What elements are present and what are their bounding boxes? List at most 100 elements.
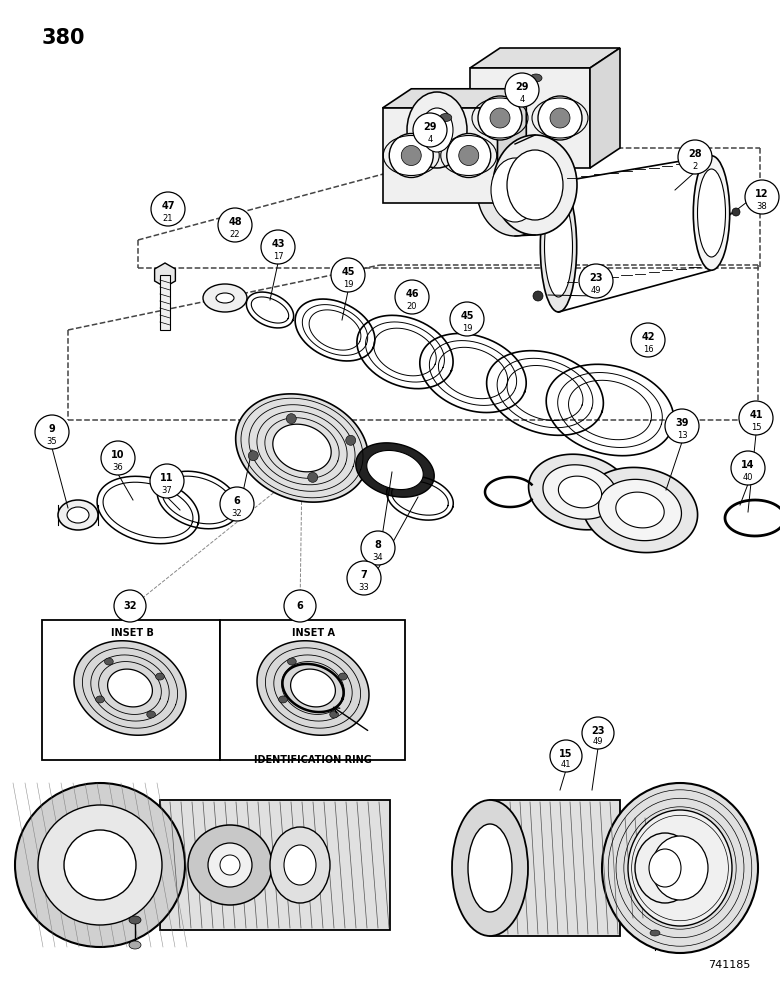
Text: 32: 32 bbox=[232, 509, 243, 518]
Circle shape bbox=[731, 451, 765, 485]
Bar bbox=[160, 275, 170, 330]
Ellipse shape bbox=[478, 96, 522, 140]
Text: 47: 47 bbox=[161, 201, 175, 211]
Ellipse shape bbox=[389, 133, 433, 178]
Circle shape bbox=[347, 561, 381, 595]
Ellipse shape bbox=[635, 833, 695, 903]
Ellipse shape bbox=[538, 96, 582, 140]
Text: 6: 6 bbox=[296, 601, 303, 611]
Polygon shape bbox=[356, 443, 434, 497]
Ellipse shape bbox=[286, 414, 296, 424]
Text: 2: 2 bbox=[693, 162, 697, 171]
Text: 43: 43 bbox=[271, 239, 285, 249]
Ellipse shape bbox=[188, 825, 272, 905]
Text: 41: 41 bbox=[750, 410, 763, 420]
Text: 9: 9 bbox=[48, 424, 55, 434]
Text: 36: 36 bbox=[112, 463, 123, 472]
Ellipse shape bbox=[401, 145, 421, 165]
Ellipse shape bbox=[15, 783, 185, 947]
Ellipse shape bbox=[490, 108, 510, 128]
Circle shape bbox=[631, 323, 665, 357]
Ellipse shape bbox=[288, 658, 296, 665]
Polygon shape bbox=[291, 669, 335, 707]
Ellipse shape bbox=[96, 696, 105, 703]
Circle shape bbox=[284, 590, 316, 622]
Polygon shape bbox=[616, 492, 665, 528]
Ellipse shape bbox=[330, 711, 339, 718]
Polygon shape bbox=[590, 48, 620, 168]
Circle shape bbox=[579, 264, 613, 298]
Text: 7: 7 bbox=[360, 570, 367, 580]
Text: 20: 20 bbox=[406, 302, 417, 311]
Ellipse shape bbox=[732, 208, 740, 216]
Ellipse shape bbox=[649, 849, 681, 887]
Bar bbox=[220, 620, 405, 760]
Circle shape bbox=[505, 73, 539, 107]
Polygon shape bbox=[583, 467, 697, 553]
Text: 6: 6 bbox=[234, 496, 240, 506]
Bar bbox=[42, 620, 220, 760]
Ellipse shape bbox=[550, 108, 570, 128]
Ellipse shape bbox=[452, 800, 528, 936]
Circle shape bbox=[101, 441, 135, 475]
Text: 45: 45 bbox=[342, 267, 355, 277]
Circle shape bbox=[261, 230, 295, 264]
Text: 17: 17 bbox=[273, 252, 283, 261]
Polygon shape bbox=[236, 394, 368, 502]
Circle shape bbox=[150, 464, 184, 498]
Ellipse shape bbox=[440, 113, 452, 121]
Text: 19: 19 bbox=[462, 324, 472, 333]
Bar bbox=[620, 816, 710, 920]
Text: 14: 14 bbox=[741, 460, 755, 470]
Text: 380: 380 bbox=[42, 28, 86, 48]
Text: 49: 49 bbox=[590, 286, 601, 295]
Polygon shape bbox=[257, 641, 369, 735]
Ellipse shape bbox=[208, 843, 252, 887]
Ellipse shape bbox=[421, 108, 453, 152]
Ellipse shape bbox=[541, 182, 576, 312]
Ellipse shape bbox=[507, 150, 563, 220]
Ellipse shape bbox=[346, 435, 356, 445]
Text: 42: 42 bbox=[641, 332, 654, 342]
Ellipse shape bbox=[105, 658, 113, 665]
Ellipse shape bbox=[407, 92, 467, 168]
Text: 33: 33 bbox=[359, 583, 370, 592]
Circle shape bbox=[413, 113, 447, 147]
Text: INSET B: INSET B bbox=[111, 628, 154, 638]
Text: 4: 4 bbox=[519, 95, 525, 104]
Bar bbox=[160, 800, 390, 930]
Polygon shape bbox=[74, 641, 186, 735]
Text: 741185: 741185 bbox=[707, 960, 750, 970]
Circle shape bbox=[114, 590, 146, 622]
Text: 41: 41 bbox=[561, 760, 571, 769]
Ellipse shape bbox=[530, 74, 542, 82]
Circle shape bbox=[678, 140, 712, 174]
Text: 21: 21 bbox=[163, 214, 173, 223]
Text: 15: 15 bbox=[750, 423, 761, 432]
Ellipse shape bbox=[491, 158, 539, 222]
Circle shape bbox=[582, 717, 614, 749]
Ellipse shape bbox=[270, 827, 330, 903]
Text: 16: 16 bbox=[643, 345, 654, 354]
Ellipse shape bbox=[628, 810, 732, 926]
Polygon shape bbox=[543, 465, 617, 519]
Circle shape bbox=[665, 409, 699, 443]
Ellipse shape bbox=[129, 941, 141, 949]
Bar bbox=[490, 800, 620, 936]
Ellipse shape bbox=[284, 845, 316, 885]
Text: 29: 29 bbox=[424, 122, 437, 132]
Text: 37: 37 bbox=[161, 486, 172, 495]
Polygon shape bbox=[108, 669, 152, 707]
Text: 23: 23 bbox=[589, 273, 603, 283]
Polygon shape bbox=[382, 89, 526, 108]
Text: 34: 34 bbox=[373, 553, 383, 562]
Ellipse shape bbox=[468, 824, 512, 912]
Text: 12: 12 bbox=[755, 189, 769, 199]
Text: 8: 8 bbox=[374, 540, 381, 550]
Polygon shape bbox=[470, 68, 590, 168]
Ellipse shape bbox=[493, 135, 577, 235]
Ellipse shape bbox=[203, 284, 247, 312]
Ellipse shape bbox=[147, 711, 155, 718]
Polygon shape bbox=[367, 450, 424, 490]
Ellipse shape bbox=[459, 145, 479, 165]
